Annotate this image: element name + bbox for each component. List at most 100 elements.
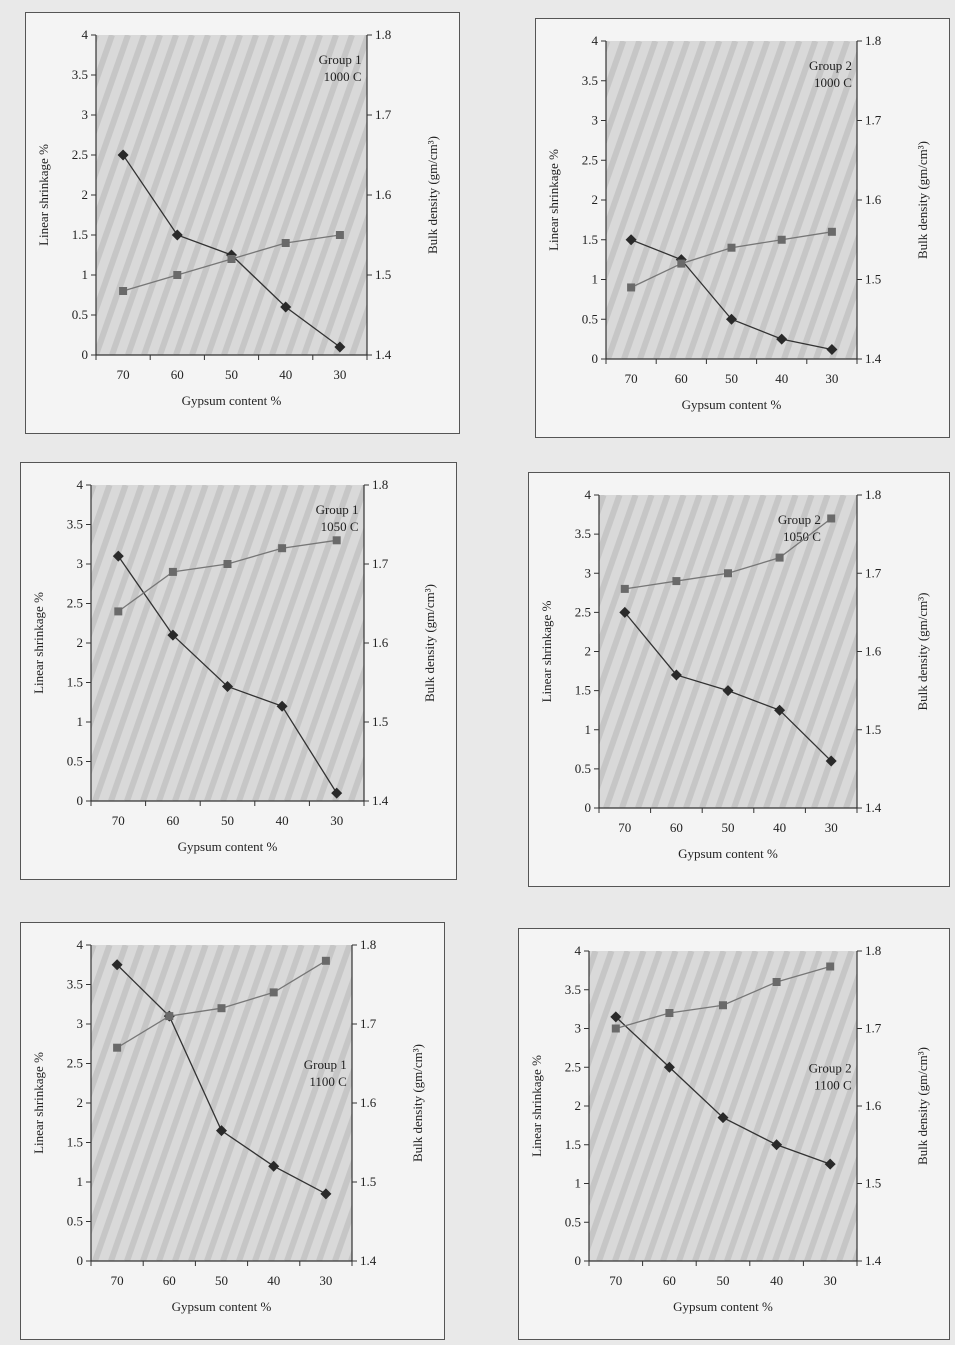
x-axis-title: Gypsum content % (178, 839, 278, 854)
y-tick-label: 0.5 (67, 754, 83, 769)
x-tick-label: 50 (221, 813, 234, 828)
y2-tick-label: 1.4 (865, 351, 882, 366)
y2-tick-label: 1.5 (865, 272, 881, 287)
y-tick-label: 2 (77, 1095, 84, 1110)
linear-shrinkage-point (222, 680, 233, 692)
bulk-density-point (724, 569, 732, 578)
linear-shrinkage-point (334, 341, 346, 353)
y-tick-label: 1.5 (565, 1137, 581, 1152)
bulk-density-point (332, 536, 341, 545)
y-tick-label: 1 (82, 267, 89, 282)
x-tick-label: 60 (675, 371, 688, 386)
plot-texture (599, 495, 857, 808)
chart-panel-6: 0 0.5 1 1.5 2 2.5 3 3.5 4 1.4 1.5 1.6 1.7 1.8 70 60 50 40… (518, 928, 950, 1340)
x-tick-label: 60 (670, 820, 683, 835)
bulk-density-point (321, 956, 330, 965)
bulk-density-point (113, 1043, 122, 1052)
bulk-density-point (727, 243, 736, 252)
linear-shrinkage-point (726, 313, 737, 325)
y-tick-label: 3 (592, 113, 599, 128)
y2-axis-title: Bulk density (gm/cm³) (915, 141, 930, 259)
chart-panel-2: 0 0.5 1 1.5 2 2.5 3 3.5 4 1.4 1.5 1.6 1.7 1.8 70 60 50 40… (535, 18, 950, 438)
bulk-density-point (278, 544, 287, 553)
x-axis-title: Gypsum content % (172, 1299, 272, 1314)
chart-annotation: 1000 C (814, 75, 852, 90)
x-tick-label: 60 (163, 1273, 176, 1288)
bulk-density-point (719, 1001, 727, 1010)
y-tick-label: 3.5 (582, 73, 598, 88)
chart-panel-4: 0 0.5 1 1.5 2 2.5 3 3.5 4 1.4 1.5 1.6 1.7 1.8 70 60 50 40… (528, 472, 950, 887)
y2-tick-label: 1.4 (375, 347, 392, 362)
y2-tick-label: 1.5 (865, 1176, 881, 1191)
x-tick-label: 70 (618, 820, 631, 835)
bulk-density-point (827, 227, 836, 236)
x-tick-label: 30 (333, 367, 346, 382)
bulk-density-point (620, 584, 629, 593)
y-tick-label: 4 (77, 477, 84, 492)
y-axis-title: Linear shrinkage % (31, 1052, 46, 1154)
x-tick-label: 60 (166, 813, 179, 828)
linear-shrinkage-point (167, 629, 179, 641)
y-tick-label: 0 (77, 793, 84, 808)
y-tick-label: 3 (77, 556, 84, 571)
y-tick-label: 1.5 (67, 675, 83, 690)
y2-tick-label: 1.4 (865, 1253, 882, 1268)
y2-tick-label: 1.7 (375, 107, 392, 122)
bulk-density-point (777, 235, 786, 244)
x-tick-label: 40 (775, 371, 788, 386)
y-axis-title: Linear shrinkage % (546, 149, 561, 251)
y-tick-label: 2 (592, 192, 599, 207)
y-tick-label: 3 (585, 565, 592, 580)
x-tick-label: 40 (770, 1273, 783, 1288)
x-tick-label: 70 (117, 367, 130, 382)
chart-annotation: Group 1 (319, 52, 362, 67)
y2-tick-label: 1.8 (372, 477, 388, 492)
bulk-density-point (335, 231, 344, 239)
y2-tick-label: 1.7 (865, 565, 882, 580)
y-tick-label: 0 (575, 1253, 582, 1268)
bulk-density-point (772, 978, 781, 986)
chart-annotation: Group 2 (809, 1061, 852, 1076)
y2-tick-label: 1.5 (372, 714, 388, 729)
x-axis-title: Gypsum content % (682, 397, 782, 412)
x-tick-label: 30 (825, 820, 838, 835)
x-tick-label: 70 (112, 813, 125, 828)
y2-tick-label: 1.8 (360, 937, 376, 952)
linear-shrinkage-point (111, 959, 123, 971)
y-tick-label: 3 (575, 1021, 582, 1036)
linear-shrinkage-point (826, 343, 838, 355)
y2-tick-label: 1.6 (360, 1095, 377, 1110)
y-tick-label: 0.5 (582, 311, 598, 326)
linear-shrinkage-point (619, 606, 631, 618)
y-tick-label: 0.5 (565, 1214, 581, 1229)
y-tick-label: 1.5 (67, 1135, 83, 1150)
x-tick-label: 50 (722, 820, 735, 835)
y-tick-label: 1 (585, 722, 592, 737)
x-tick-label: 40 (276, 813, 289, 828)
y2-tick-label: 1.6 (865, 644, 882, 659)
y-tick-label: 3.5 (72, 67, 88, 82)
chart-annotation: Group 2 (778, 512, 821, 527)
y-tick-label: 4 (592, 33, 599, 48)
chart-svg: 0 0.5 1 1.5 2 2.5 3 3.5 4 1.4 1.5 1.6 1.7 1.8 70 60 50 40… (31, 477, 437, 854)
x-tick-label: 40 (267, 1273, 280, 1288)
chart-annotation: Group 2 (809, 58, 852, 73)
plot-texture (589, 951, 857, 1261)
linear-shrinkage-point (171, 229, 183, 241)
linear-shrinkage-point (268, 1160, 280, 1172)
linear-shrinkage-point (216, 1125, 227, 1137)
linear-shrinkage-point (774, 704, 786, 716)
bulk-density-point (775, 553, 784, 562)
bulk-density-point (119, 287, 128, 295)
y-tick-label: 1.5 (575, 683, 591, 698)
plot-texture (606, 41, 857, 359)
x-axis-title: Gypsum content % (678, 846, 778, 861)
y2-tick-label: 1.5 (375, 267, 391, 282)
y-tick-label: 3 (77, 1016, 84, 1031)
x-axis-title: Gypsum content % (182, 393, 282, 408)
chart-annotation: 1050 C (321, 519, 359, 534)
y-tick-label: 0 (82, 347, 89, 362)
bulk-density-point (677, 259, 686, 268)
y-axis-title: Linear shrinkage % (539, 600, 554, 702)
y2-tick-label: 1.7 (372, 556, 389, 571)
